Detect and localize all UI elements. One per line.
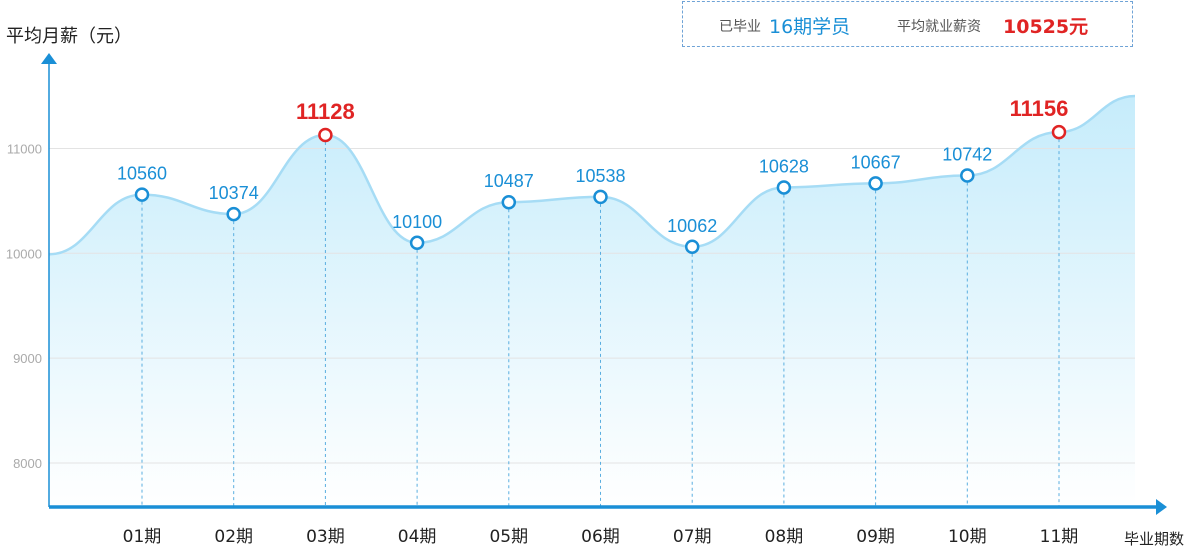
x-tick-label: 09期	[856, 527, 895, 547]
data-point	[960, 168, 975, 183]
data-point	[226, 206, 241, 222]
graduated-prefix: 已毕业	[719, 19, 761, 35]
x-tick-label: 01期	[123, 527, 162, 547]
x-tick-label: 11期	[1040, 527, 1079, 547]
data-point	[409, 235, 425, 251]
data-point	[318, 127, 333, 143]
data-label: 10062	[667, 216, 717, 236]
x-tick-label: 07期	[673, 527, 712, 547]
data-point	[134, 187, 150, 202]
data-label: 11156	[1010, 96, 1069, 121]
x-axis-title: 毕业期数	[1124, 530, 1185, 548]
data-label: 10667	[851, 152, 901, 172]
avg-salary-value: 10525元	[1003, 16, 1089, 38]
data-point	[684, 239, 700, 255]
y-tick-label: 9000	[13, 351, 42, 366]
y-tick-label: 8000	[13, 456, 42, 471]
graduated-count: 16期学员	[769, 16, 851, 38]
x-tick-label: 02期	[214, 527, 253, 547]
data-label: 11128	[296, 99, 355, 124]
x-axis-arrow	[1156, 499, 1167, 515]
data-label: 10628	[759, 156, 809, 176]
x-tick-label: 06期	[581, 527, 620, 547]
data-point	[593, 189, 608, 205]
data-point	[1051, 124, 1067, 140]
y-tick-label: 11000	[7, 141, 42, 156]
data-point	[776, 180, 792, 195]
x-tick-label: 08期	[765, 527, 804, 547]
y-tick-label: 10000	[6, 246, 42, 261]
x-tick-label: 03期	[306, 527, 345, 547]
x-tick-label: 10期	[948, 527, 987, 547]
data-label: 10374	[209, 183, 259, 203]
data-label: 10487	[484, 171, 534, 191]
summary-box: 已毕业 16期学员 平均就业薪资 10525元	[682, 1, 1133, 47]
data-label: 10560	[117, 164, 167, 184]
data-label: 10100	[392, 212, 442, 232]
data-point	[501, 194, 517, 210]
y-axis-arrow	[41, 53, 57, 64]
y-axis-title: 平均月薪（元）	[6, 26, 132, 47]
x-tick-label: 04期	[398, 527, 437, 547]
x-tick-label: 05期	[489, 527, 528, 547]
data-point	[868, 176, 883, 191]
data-label: 10538	[575, 166, 625, 186]
data-label: 10742	[942, 144, 992, 164]
chart-area-fill	[49, 96, 1135, 507]
avg-salary-label: 平均就业薪资	[897, 19, 981, 35]
